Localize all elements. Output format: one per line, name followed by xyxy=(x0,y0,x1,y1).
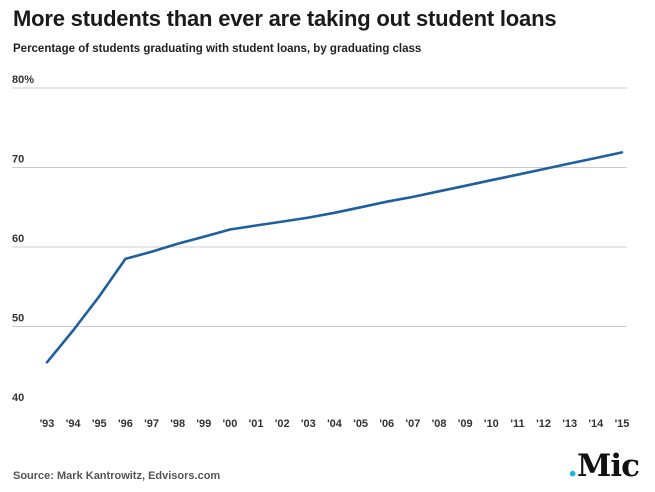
x-tick-label: '96 xyxy=(118,418,133,430)
chart-subtitle: Percentage of students graduating with s… xyxy=(13,43,422,55)
x-tick-label: '01 xyxy=(249,418,264,430)
chart-title: More students than ever are taking out s… xyxy=(13,6,557,31)
y-tick-label: 40 xyxy=(12,392,24,404)
x-tick-label: '97 xyxy=(144,418,159,430)
x-tick-label: '11 xyxy=(510,418,524,430)
y-tick-label: 80% xyxy=(12,74,34,86)
x-tick-label: '98 xyxy=(170,418,185,430)
x-tick-label: '99 xyxy=(196,418,211,430)
x-tick-label: '03 xyxy=(301,418,316,430)
x-tick-label: '13 xyxy=(562,418,577,430)
y-tick-label: 60 xyxy=(12,233,24,245)
y-tick-label: 50 xyxy=(12,313,24,325)
x-tick-label: '94 xyxy=(66,418,82,430)
mic-logo: .Mic xyxy=(567,448,640,484)
series-line xyxy=(45,151,624,364)
y-tick-label: 70 xyxy=(12,154,24,166)
x-tick-label: '02 xyxy=(275,418,290,430)
x-tick-label: '15 xyxy=(615,418,630,430)
x-tick-label: '10 xyxy=(484,418,499,430)
logo-text: Mic xyxy=(577,448,640,484)
x-tick-label: '05 xyxy=(353,418,368,430)
x-tick-label: '04 xyxy=(327,418,343,430)
x-tick-label: '95 xyxy=(92,418,107,430)
source-note: Source: Mark Kantrowitz, Edvisors.com xyxy=(13,470,221,482)
logo-dot: . xyxy=(567,448,578,484)
x-tick-label: '08 xyxy=(432,418,447,430)
x-tick-label: '93 xyxy=(40,418,55,430)
x-tick-label: '12 xyxy=(536,418,551,430)
x-tick-label: '06 xyxy=(379,418,394,430)
x-tick-label: '14 xyxy=(588,418,604,430)
x-tick-label: '09 xyxy=(458,418,473,430)
x-tick-label: '00 xyxy=(223,418,238,430)
x-tick-label: '07 xyxy=(405,418,420,430)
